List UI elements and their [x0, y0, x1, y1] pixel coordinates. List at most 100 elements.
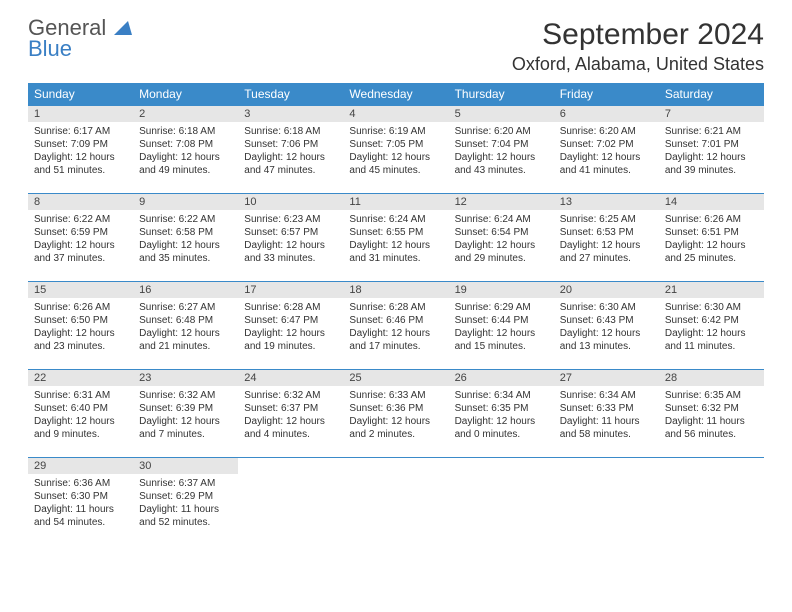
- logo-text: General Blue: [28, 18, 132, 60]
- calendar-cell: 29Sunrise: 6:36 AMSunset: 6:30 PMDayligh…: [28, 458, 133, 546]
- day-body: Sunrise: 6:22 AMSunset: 6:59 PMDaylight:…: [28, 210, 133, 269]
- day-body: Sunrise: 6:30 AMSunset: 6:43 PMDaylight:…: [554, 298, 659, 357]
- day-number: 5: [449, 106, 554, 122]
- day-body: Sunrise: 6:35 AMSunset: 6:32 PMDaylight:…: [659, 386, 764, 445]
- day-body: Sunrise: 6:32 AMSunset: 6:39 PMDaylight:…: [133, 386, 238, 445]
- day-body: Sunrise: 6:23 AMSunset: 6:57 PMDaylight:…: [238, 210, 343, 269]
- weekday-header: Wednesday: [343, 83, 448, 106]
- day-number: 16: [133, 282, 238, 298]
- day-number: 21: [659, 282, 764, 298]
- day-number: 7: [659, 106, 764, 122]
- day-body: Sunrise: 6:24 AMSunset: 6:55 PMDaylight:…: [343, 210, 448, 269]
- day-body: Sunrise: 6:34 AMSunset: 6:33 PMDaylight:…: [554, 386, 659, 445]
- calendar-cell: 11Sunrise: 6:24 AMSunset: 6:55 PMDayligh…: [343, 194, 448, 282]
- calendar-cell: 13Sunrise: 6:25 AMSunset: 6:53 PMDayligh…: [554, 194, 659, 282]
- calendar-cell: 19Sunrise: 6:29 AMSunset: 6:44 PMDayligh…: [449, 282, 554, 370]
- calendar-cell: 18Sunrise: 6:28 AMSunset: 6:46 PMDayligh…: [343, 282, 448, 370]
- calendar-week-row: 15Sunrise: 6:26 AMSunset: 6:50 PMDayligh…: [28, 282, 764, 370]
- day-body: Sunrise: 6:18 AMSunset: 7:08 PMDaylight:…: [133, 122, 238, 181]
- calendar-cell: 2Sunrise: 6:18 AMSunset: 7:08 PMDaylight…: [133, 106, 238, 194]
- calendar-cell: 5Sunrise: 6:20 AMSunset: 7:04 PMDaylight…: [449, 106, 554, 194]
- day-body: Sunrise: 6:36 AMSunset: 6:30 PMDaylight:…: [28, 474, 133, 533]
- weekday-header: Saturday: [659, 83, 764, 106]
- calendar-cell: 6Sunrise: 6:20 AMSunset: 7:02 PMDaylight…: [554, 106, 659, 194]
- day-number: 20: [554, 282, 659, 298]
- day-number: 28: [659, 370, 764, 386]
- calendar-cell: 30Sunrise: 6:37 AMSunset: 6:29 PMDayligh…: [133, 458, 238, 546]
- calendar-week-row: 1Sunrise: 6:17 AMSunset: 7:09 PMDaylight…: [28, 106, 764, 194]
- day-number: 9: [133, 194, 238, 210]
- day-number: 29: [28, 458, 133, 474]
- day-number: 14: [659, 194, 764, 210]
- day-number: 2: [133, 106, 238, 122]
- calendar-cell: 26Sunrise: 6:34 AMSunset: 6:35 PMDayligh…: [449, 370, 554, 458]
- day-number: 23: [133, 370, 238, 386]
- header: General Blue September 2024 Oxford, Alab…: [28, 18, 764, 75]
- day-body: Sunrise: 6:26 AMSunset: 6:51 PMDaylight:…: [659, 210, 764, 269]
- calendar-cell: 4Sunrise: 6:19 AMSunset: 7:05 PMDaylight…: [343, 106, 448, 194]
- weekday-header: Thursday: [449, 83, 554, 106]
- day-body: Sunrise: 6:18 AMSunset: 7:06 PMDaylight:…: [238, 122, 343, 181]
- day-body: Sunrise: 6:27 AMSunset: 6:48 PMDaylight:…: [133, 298, 238, 357]
- day-body: Sunrise: 6:32 AMSunset: 6:37 PMDaylight:…: [238, 386, 343, 445]
- calendar-cell: [343, 458, 448, 546]
- day-number: 30: [133, 458, 238, 474]
- day-body: Sunrise: 6:21 AMSunset: 7:01 PMDaylight:…: [659, 122, 764, 181]
- weekday-header: Tuesday: [238, 83, 343, 106]
- calendar-cell: 21Sunrise: 6:30 AMSunset: 6:42 PMDayligh…: [659, 282, 764, 370]
- calendar-cell: 1Sunrise: 6:17 AMSunset: 7:09 PMDaylight…: [28, 106, 133, 194]
- day-body: Sunrise: 6:33 AMSunset: 6:36 PMDaylight:…: [343, 386, 448, 445]
- logo-triangle-icon: [114, 18, 132, 39]
- calendar-cell: 27Sunrise: 6:34 AMSunset: 6:33 PMDayligh…: [554, 370, 659, 458]
- calendar-cell: [659, 458, 764, 546]
- calendar-cell: 28Sunrise: 6:35 AMSunset: 6:32 PMDayligh…: [659, 370, 764, 458]
- day-body: Sunrise: 6:17 AMSunset: 7:09 PMDaylight:…: [28, 122, 133, 181]
- day-body: Sunrise: 6:26 AMSunset: 6:50 PMDaylight:…: [28, 298, 133, 357]
- title-block: September 2024 Oxford, Alabama, United S…: [512, 18, 764, 75]
- calendar-cell: 23Sunrise: 6:32 AMSunset: 6:39 PMDayligh…: [133, 370, 238, 458]
- day-number: 1: [28, 106, 133, 122]
- calendar-cell: 7Sunrise: 6:21 AMSunset: 7:01 PMDaylight…: [659, 106, 764, 194]
- day-body: Sunrise: 6:19 AMSunset: 7:05 PMDaylight:…: [343, 122, 448, 181]
- day-number: 11: [343, 194, 448, 210]
- day-number: 22: [28, 370, 133, 386]
- month-title: September 2024: [512, 18, 764, 52]
- day-number: 19: [449, 282, 554, 298]
- day-body: Sunrise: 6:20 AMSunset: 7:02 PMDaylight:…: [554, 122, 659, 181]
- calendar-cell: 12Sunrise: 6:24 AMSunset: 6:54 PMDayligh…: [449, 194, 554, 282]
- calendar-cell: 3Sunrise: 6:18 AMSunset: 7:06 PMDaylight…: [238, 106, 343, 194]
- day-body: Sunrise: 6:28 AMSunset: 6:46 PMDaylight:…: [343, 298, 448, 357]
- calendar-cell: 15Sunrise: 6:26 AMSunset: 6:50 PMDayligh…: [28, 282, 133, 370]
- day-number: 17: [238, 282, 343, 298]
- day-body: Sunrise: 6:22 AMSunset: 6:58 PMDaylight:…: [133, 210, 238, 269]
- day-body: Sunrise: 6:24 AMSunset: 6:54 PMDaylight:…: [449, 210, 554, 269]
- day-number: 3: [238, 106, 343, 122]
- calendar-cell: [554, 458, 659, 546]
- calendar-cell: 22Sunrise: 6:31 AMSunset: 6:40 PMDayligh…: [28, 370, 133, 458]
- day-number: 13: [554, 194, 659, 210]
- weekday-header: Friday: [554, 83, 659, 106]
- day-body: Sunrise: 6:31 AMSunset: 6:40 PMDaylight:…: [28, 386, 133, 445]
- day-body: Sunrise: 6:25 AMSunset: 6:53 PMDaylight:…: [554, 210, 659, 269]
- day-body: Sunrise: 6:28 AMSunset: 6:47 PMDaylight:…: [238, 298, 343, 357]
- day-body: Sunrise: 6:34 AMSunset: 6:35 PMDaylight:…: [449, 386, 554, 445]
- calendar-cell: 10Sunrise: 6:23 AMSunset: 6:57 PMDayligh…: [238, 194, 343, 282]
- day-body: Sunrise: 6:37 AMSunset: 6:29 PMDaylight:…: [133, 474, 238, 533]
- day-number: 4: [343, 106, 448, 122]
- day-number: 26: [449, 370, 554, 386]
- calendar-cell: [238, 458, 343, 546]
- calendar-cell: 25Sunrise: 6:33 AMSunset: 6:36 PMDayligh…: [343, 370, 448, 458]
- day-number: 10: [238, 194, 343, 210]
- weekday-header: Monday: [133, 83, 238, 106]
- day-body: Sunrise: 6:29 AMSunset: 6:44 PMDaylight:…: [449, 298, 554, 357]
- logo: General Blue: [28, 18, 132, 60]
- location: Oxford, Alabama, United States: [512, 54, 764, 75]
- day-number: 15: [28, 282, 133, 298]
- calendar-week-row: 22Sunrise: 6:31 AMSunset: 6:40 PMDayligh…: [28, 370, 764, 458]
- calendar-cell: [449, 458, 554, 546]
- day-number: 18: [343, 282, 448, 298]
- day-number: 24: [238, 370, 343, 386]
- day-number: 6: [554, 106, 659, 122]
- weekday-header: Sunday: [28, 83, 133, 106]
- calendar-cell: 20Sunrise: 6:30 AMSunset: 6:43 PMDayligh…: [554, 282, 659, 370]
